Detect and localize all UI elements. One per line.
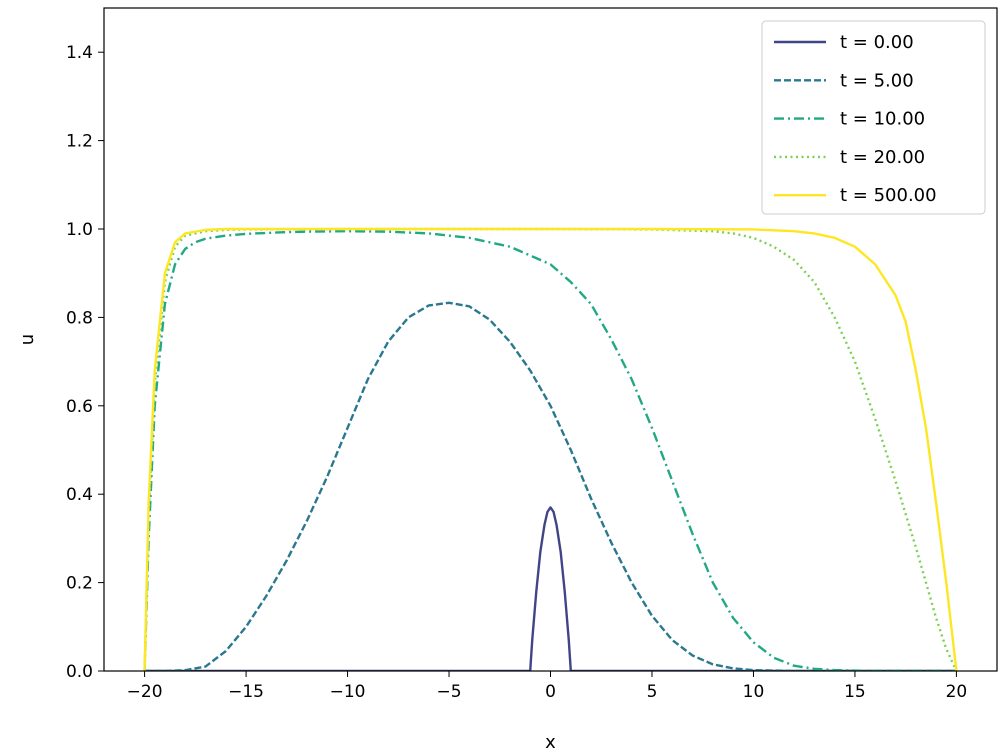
series-line-2 [143, 230, 957, 671]
x-tick-label: 20 [946, 682, 968, 702]
x-tick-label: 0 [545, 682, 556, 702]
legend-label: t = 10.00 [840, 109, 925, 130]
x-axis-label: x [545, 732, 556, 753]
x-tick-label: −5 [436, 682, 461, 702]
series-line-4 [143, 227, 958, 671]
x-tick-label: −15 [228, 682, 264, 702]
y-tick-label: 1.4 [66, 43, 93, 63]
y-tick-label: 0.8 [66, 308, 93, 328]
x-tick-label: 15 [844, 682, 866, 702]
y-tick-label: 0.6 [66, 397, 93, 417]
y-tick-label: 1.2 [66, 132, 93, 152]
series-line-1 [144, 301, 957, 671]
legend-label: t = 20.00 [840, 147, 925, 168]
legend-label: t = 5.00 [840, 70, 914, 91]
y-axis-label: u [17, 334, 38, 345]
legend-label: t = 0.00 [840, 32, 914, 53]
y-tick-label: 1.0 [66, 220, 93, 240]
legend: t = 0.00 t = 5.00 t = 10.00 t = 20.00 t = 50… [761, 20, 986, 215]
axis-ticks: −20 −15 −10 −5 0 5 10 15 20 0.0 0.2 0.4 0.6 0.8 1.0 1.2… [66, 43, 967, 702]
x-tick-label: 10 [743, 682, 765, 702]
y-tick-label: 0.0 [66, 662, 93, 682]
x-tick-label: 5 [647, 682, 658, 702]
y-tick-label: 0.2 [66, 574, 93, 594]
y-tick-label: 0.4 [66, 485, 93, 505]
x-tick-label: −10 [330, 682, 366, 702]
series-line-3 [143, 227, 958, 671]
plot-area [143, 227, 958, 671]
legend-label: t = 500.00 [840, 185, 937, 206]
legend-box [761, 20, 986, 215]
x-tick-label: −20 [127, 682, 163, 702]
series-line-0 [144, 506, 957, 671]
